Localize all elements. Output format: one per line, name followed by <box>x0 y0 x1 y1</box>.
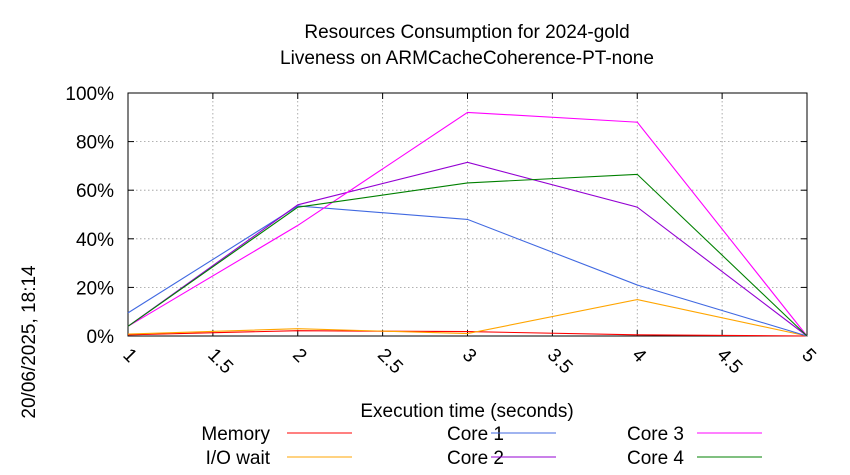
legend-label-core-1: Core 1 <box>447 424 504 445</box>
series-line-i-o-wait <box>127 299 808 337</box>
plot-frame <box>127 92 808 337</box>
y-tick-label: 60% <box>76 181 114 202</box>
y-tick-label: 0% <box>87 327 115 348</box>
series-line-core-3 <box>127 111 808 337</box>
legend-label-memory: Memory <box>201 424 270 445</box>
y-tick-label: 80% <box>76 133 114 154</box>
x-tick-label: 3.5 <box>543 345 577 379</box>
x-tick-label: 2 <box>288 345 310 367</box>
x-tick-label: 4 <box>628 345 651 368</box>
timestamp-label: 20/06/2025, 18:14 <box>19 265 40 419</box>
y-tick-label: 40% <box>76 230 114 251</box>
series-line-core-1 <box>127 205 808 337</box>
legend-label-core-4: Core 4 <box>627 448 684 469</box>
x-tick-label: 2.5 <box>373 345 407 379</box>
x-axis-label: Execution time (seconds) <box>360 401 573 422</box>
legend: Memory I/O wait Core 1 Core 2 Core 3 Core 4 <box>201 424 762 469</box>
plot-area: 1 1.5 2 2.5 3 3.5 4 4.5 5 0% 20% 40% 60% 80% 100% <box>65 84 819 378</box>
series-line-core-4 <box>127 173 808 337</box>
legend-label-core-3: Core 3 <box>627 424 684 445</box>
x-tick-label: 1 <box>118 345 140 367</box>
series-line-memory <box>127 330 808 337</box>
series-line-core-2 <box>127 161 808 337</box>
x-tick-label: 4.5 <box>713 345 747 379</box>
y-tick-label: 100% <box>65 84 114 105</box>
legend-label-core-2: Core 2 <box>447 448 504 469</box>
x-tick-label: 5 <box>797 345 819 367</box>
x-tick-label: 1.5 <box>203 345 237 379</box>
x-tick-label: 3 <box>458 345 480 367</box>
y-tick-label: 20% <box>76 278 114 299</box>
legend-label-i-o-wait: I/O wait <box>206 448 271 469</box>
chart-title: Resources Consumption for 2024-gold <box>304 22 629 43</box>
chart-subtitle: Liveness on ARMCacheCoherence-PT-none <box>280 48 654 69</box>
